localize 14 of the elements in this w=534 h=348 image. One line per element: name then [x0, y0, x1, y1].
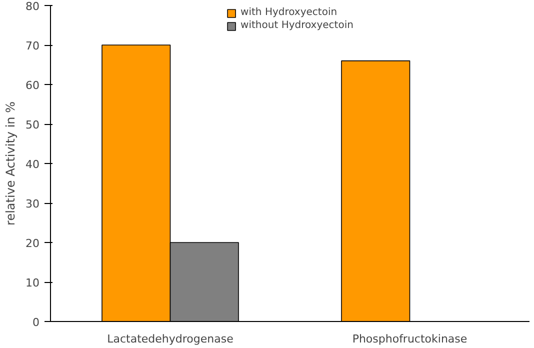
- y-axis-title: relative Activity in %: [4, 102, 18, 226]
- y-tick-label: 20: [26, 237, 40, 250]
- legend-label: with Hydroxyectoin: [240, 7, 338, 18]
- y-tick-label: 30: [26, 198, 40, 210]
- x-tick-label: Phosphofructokinase: [352, 332, 468, 346]
- y-tick-label: 80: [26, 0, 40, 13]
- x-tick-label: Lactatedehydrogenase: [107, 332, 234, 346]
- y-tick-label: 40: [26, 158, 40, 171]
- y-tick-label: 70: [26, 40, 40, 52]
- y-tick-label: 50: [26, 118, 40, 132]
- legend-label: without Hydroxyectoin: [240, 20, 354, 31]
- y-tick-label: 10: [26, 276, 40, 290]
- y-tick-label: 0: [32, 316, 40, 329]
- y-tick-label: 60: [26, 79, 40, 92]
